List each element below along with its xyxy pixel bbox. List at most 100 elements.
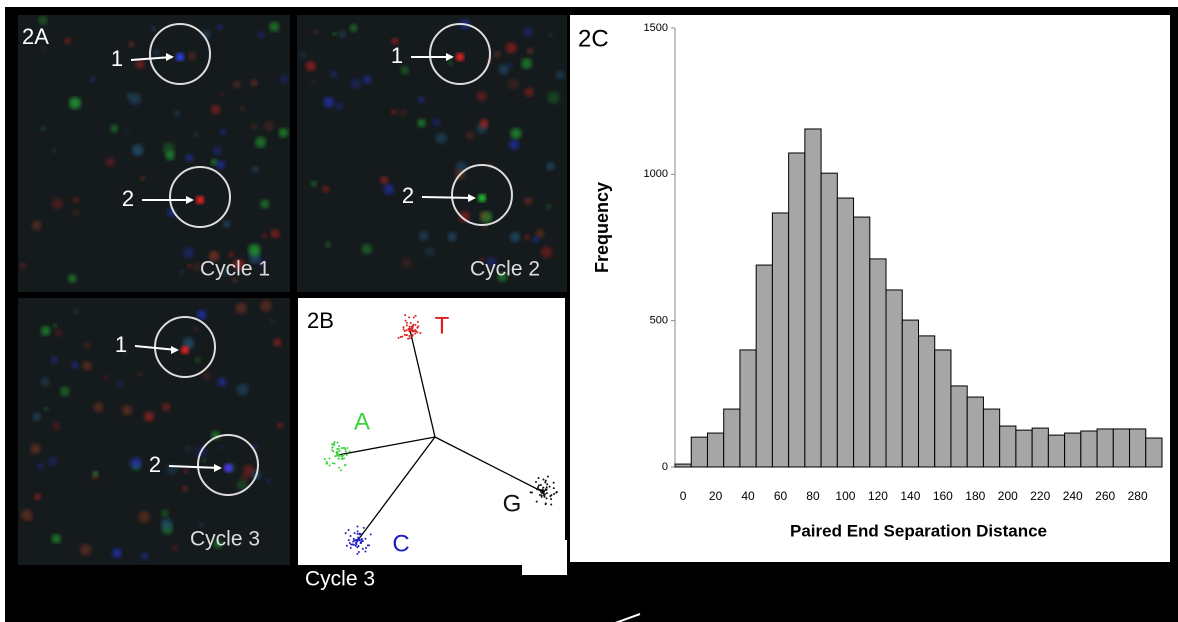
cluster-point [356,532,359,535]
fluorescent-spot [526,47,534,55]
fluorescent-spot [323,96,335,108]
cluster-point [411,334,414,337]
marker-arrowhead [171,346,179,354]
stray-arrow [615,613,641,622]
fluorescent-spot [184,445,192,453]
cluster-point [355,539,358,542]
cluster-point [360,538,363,541]
fluorescent-spot [129,101,134,106]
cluster-point [408,325,411,328]
micrograph: 1 2 Cycle 1 [18,15,290,292]
x-tick-label: 60 [774,489,788,503]
bar [771,212,790,468]
bar [755,264,773,468]
fluorescent-spot [417,118,426,128]
fluorescent-spot [40,126,46,132]
fluorescent-spot [160,518,173,530]
fluorescent-spot [264,121,275,131]
fluorescent-spot [485,256,497,268]
fluorescent-spot [187,264,192,269]
image-caption: Cycle 1 [200,258,270,281]
marker-arrowhead [166,53,174,61]
cluster-point [408,337,411,340]
fluorescent-spot [111,548,122,559]
image-caption: Cycle 3 [190,528,260,551]
fluorescent-spot [73,197,79,204]
fluorescent-spot [250,79,258,87]
cluster-point [401,335,404,338]
cluster-point [357,551,360,554]
cluster-point [342,454,345,457]
cluster-point [335,451,338,454]
micrograph-background [18,298,290,565]
cluster-point [419,331,422,334]
fluorescent-spot [465,130,475,140]
cluster-point [328,464,331,467]
panel-caption: Cycle 3 [305,568,375,591]
fluorescent-spot [269,21,280,32]
cluster-point [361,540,364,543]
fluorescent-spot [36,462,45,471]
fluorescent-spot [52,323,58,329]
fluorescent-spot [547,91,560,104]
fluorescent-spot [202,372,211,380]
cluster-point [364,537,367,540]
cluster-point [343,464,346,467]
fluorescent-spot [124,128,130,134]
fluorescent-spot [324,241,331,248]
cluster-point [343,447,346,450]
cluster-point [541,489,544,492]
cluster-point [323,458,326,461]
cluster-point [544,481,547,484]
cluster-point [412,316,415,319]
fluorescent-spot [161,402,171,412]
fluorescent-spot [508,63,513,68]
fluorescent-spot [32,412,41,422]
cluster-point [413,330,416,333]
fluorescent-spot [213,539,223,549]
fluorescent-spot [479,119,489,129]
cluster-point [352,540,355,543]
cluster-point [332,450,335,453]
cluster-point [343,457,346,460]
fluorescent-spot [162,142,175,155]
cluster-point [344,532,347,535]
cluster-point [337,457,340,460]
fluorescent-spot [121,405,133,416]
target-spot [176,53,184,61]
cluster-point [356,530,359,533]
x-tick-label: 180 [965,489,985,503]
cluster-point [405,329,408,332]
x-tick-label: 140 [900,489,920,503]
fluorescent-spot [236,383,249,396]
fluorescent-spot [210,104,221,115]
fluorescent-spot [228,251,234,257]
marker-arrow [130,56,173,61]
fluorescent-spot [220,129,227,136]
bar [1064,432,1082,468]
x-axis-title: Paired End Separation Distance [790,521,1047,540]
cluster-point [361,547,364,550]
cluster-label: G [503,490,522,517]
x-tick-label: 200 [998,489,1018,503]
fluorescent-spot [507,78,519,90]
panel-2b-tab [522,540,567,575]
cluster-point [552,481,555,484]
fluorescent-spot [43,406,49,412]
cluster-point [537,477,540,480]
fluorescent-spot [521,58,533,69]
fluorescent-spot [273,338,282,347]
fluorescent-spot [232,258,245,271]
fluorescent-spot [248,244,261,256]
fluorescent-spot [447,60,454,66]
x-tick-label: 80 [806,489,820,503]
cluster-point [404,319,407,322]
cluster-point [409,321,412,324]
fluorescent-spot [260,300,272,312]
fluorescent-spot [216,23,223,31]
cluster-point [340,469,343,472]
cluster-point [344,450,347,453]
fluorescent-spot [233,81,241,89]
cluster-point [344,448,347,451]
fluorescent-spot [54,329,63,337]
